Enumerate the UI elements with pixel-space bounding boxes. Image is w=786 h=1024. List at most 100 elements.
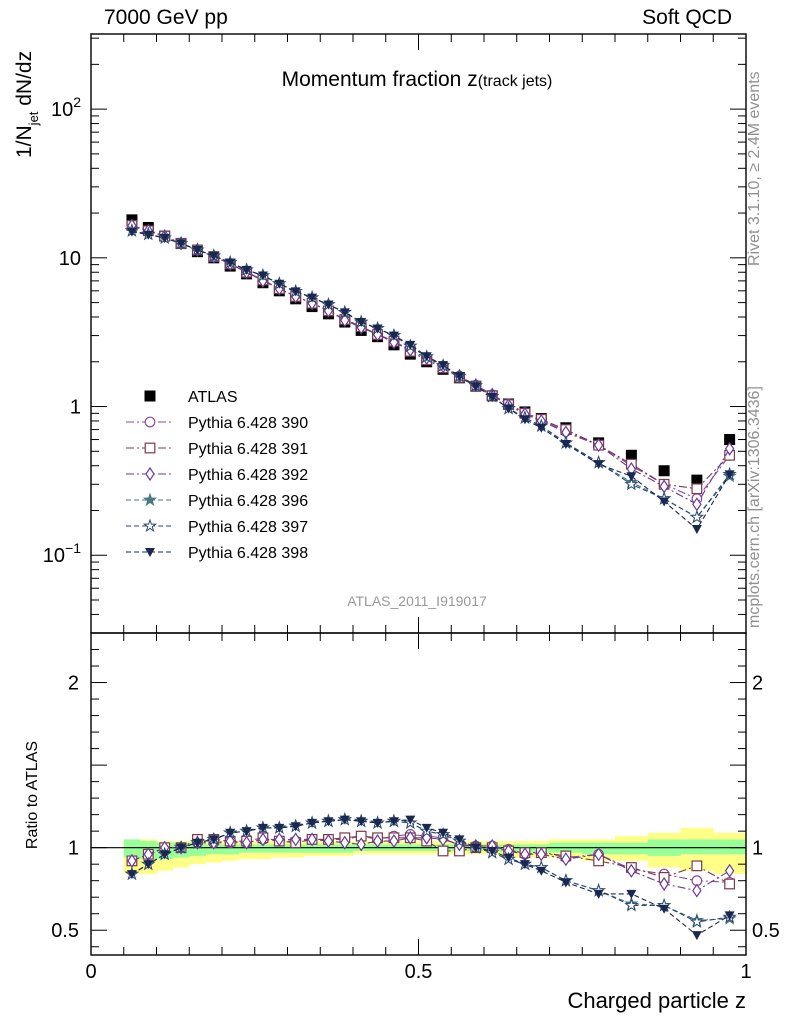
uncertainty-band-inner: [254, 844, 272, 853]
data-point: [389, 833, 399, 849]
legend-label: Pythia 6.428 396: [188, 493, 308, 510]
data-point: [372, 833, 383, 849]
data-point: [307, 832, 317, 847]
data-point: [274, 832, 285, 847]
y-tick-label-right: 1: [752, 838, 763, 860]
data-point: [560, 878, 571, 888]
data-point: [356, 318, 367, 328]
uncertainty-band-inner: [303, 844, 321, 853]
data-point: [388, 331, 399, 341]
data-point: [487, 846, 498, 856]
data-point: [625, 449, 637, 461]
data-point: [339, 308, 350, 318]
data-point: [208, 251, 219, 261]
data-point: [372, 818, 383, 828]
data-point: [593, 889, 604, 899]
data-point: [689, 509, 705, 524]
x-tick-label: 1: [740, 961, 751, 983]
data-point: [437, 845, 449, 857]
legend-marker: [145, 548, 155, 557]
data-point: [561, 852, 571, 867]
uncertainty-band-inner: [222, 844, 239, 855]
y-tick-label: 0.5: [51, 920, 79, 942]
data-point: [724, 878, 736, 890]
data-point: [470, 843, 481, 853]
main-y-axis-label: 1/Njet dN/dz: [13, 51, 41, 158]
data-point: [257, 271, 268, 281]
data-point: [356, 817, 367, 827]
data-point: [487, 392, 498, 402]
ratio-panel-series: [124, 812, 737, 941]
analysis-watermark: ATLAS_2011_I919017: [347, 593, 487, 609]
legend-marker: [145, 466, 155, 482]
data-point: [323, 817, 334, 827]
data-point: [658, 465, 670, 477]
legend-entry: Pythia 6.428 392: [126, 466, 308, 484]
data-point: [405, 340, 416, 350]
uncertainty-band-inner: [615, 842, 649, 855]
uncertainty-band-inner: [271, 844, 288, 853]
data-point: [208, 835, 219, 845]
ratio-y-axis-label: Ratio to ATLAS: [24, 741, 41, 849]
legend-label: Pythia 6.428 392: [188, 467, 308, 484]
data-point: [340, 835, 350, 850]
data-point: [225, 833, 235, 849]
legend-label: Pythia 6.428 391: [188, 441, 308, 458]
legend-entry: Pythia 6.428 396: [126, 492, 308, 510]
data-point: [691, 474, 703, 486]
data-point: [339, 815, 350, 825]
data-point: [691, 483, 703, 495]
data-point: [159, 233, 170, 243]
series-pythia-6-428-397: [124, 812, 737, 929]
data-point: [724, 911, 735, 921]
series-line: [131, 231, 731, 530]
legend-marker: [144, 442, 156, 454]
y-tick-label-right: 0.5: [752, 920, 780, 942]
panel-frame: [90, 33, 747, 634]
data-point: [176, 843, 187, 853]
uncertainty-band-inner: [123, 839, 141, 858]
y-tick-label: 2: [68, 673, 79, 695]
data-point: [290, 287, 301, 297]
legend-marker: [142, 518, 158, 533]
data-point: [340, 313, 350, 328]
data-point: [624, 897, 639, 912]
data-point: [257, 823, 268, 833]
data-point: [143, 230, 154, 240]
data-point: [689, 914, 705, 929]
data-point: [290, 832, 301, 847]
data-point: [307, 818, 318, 828]
data-point: [126, 870, 137, 880]
y-tick-label: 1: [70, 397, 81, 419]
legend-entry: Pythia 6.428 398: [126, 545, 308, 562]
data-point: [691, 860, 703, 872]
series-pythia-6-428-398: [126, 815, 735, 941]
data-point: [691, 931, 702, 941]
data-point: [323, 833, 334, 849]
data-point: [470, 382, 481, 392]
data-point: [560, 439, 571, 449]
legend-label: Pythia 6.428 390: [188, 415, 308, 432]
data-point: [626, 863, 637, 878]
x-tick-label: 0: [85, 961, 96, 983]
uncertainty-band-inner: [287, 844, 305, 853]
data-point: [503, 853, 514, 863]
data-point: [258, 832, 268, 847]
legend: ATLAS Pythia 6.428 390 Pythia 6.428 391 Pyt…: [126, 389, 308, 562]
data-point: [626, 472, 637, 482]
data-point: [593, 847, 604, 862]
data-point: [624, 476, 639, 491]
data-point: [307, 293, 318, 303]
data-point: [536, 423, 547, 433]
data-point: [454, 835, 465, 845]
y-tick-label: 1: [68, 838, 79, 860]
data-point: [438, 828, 449, 838]
data-point: [405, 830, 416, 845]
x-tick-label: 0.5: [405, 961, 433, 983]
legend-marker: [144, 390, 156, 402]
data-point: [356, 837, 366, 852]
data-point: [724, 470, 735, 480]
y-tick-label: 10: [59, 248, 81, 270]
data-point: [274, 279, 285, 289]
data-point: [438, 361, 449, 371]
